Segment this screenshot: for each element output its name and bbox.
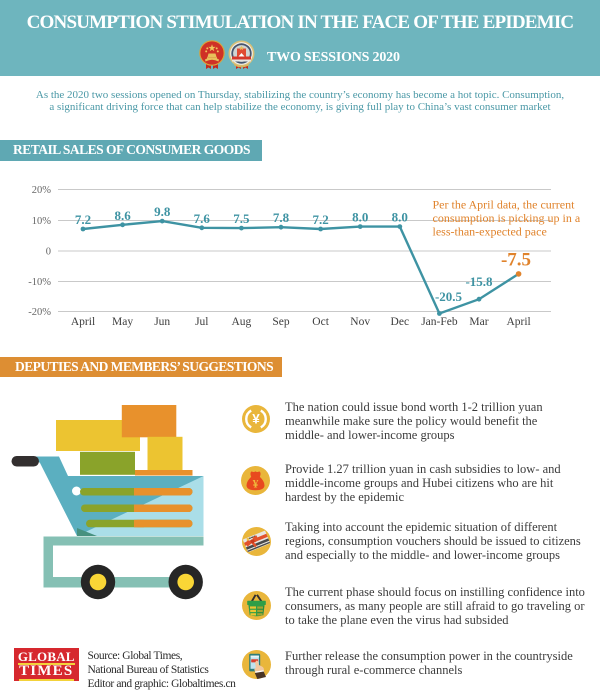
svg-text:20%: 20% [32, 185, 52, 196]
svg-text:-20%: -20% [28, 307, 51, 318]
svg-text:Sep: Sep [272, 316, 290, 328]
svg-text:Jul: Jul [195, 316, 208, 328]
svg-text:Dec: Dec [391, 316, 410, 328]
svg-text:0: 0 [46, 247, 51, 258]
svg-text:April: April [506, 316, 530, 328]
svg-text:-20.5: -20.5 [435, 289, 463, 304]
svg-text:¥: ¥ [253, 479, 259, 491]
svg-text:7.2: 7.2 [75, 212, 91, 227]
svg-text:Mar: Mar [469, 316, 488, 328]
svg-text:Oct: Oct [312, 316, 329, 328]
svg-text:8.0: 8.0 [352, 210, 368, 225]
svg-text:April: April [71, 316, 95, 328]
svg-text:consumption is picking up in a: consumption is picking up in a [433, 211, 581, 225]
svg-text:Nov: Nov [350, 316, 370, 328]
svg-text:¥: ¥ [252, 412, 260, 427]
svg-text:Jun: Jun [154, 316, 170, 328]
svg-text:10%: 10% [32, 216, 52, 227]
svg-text:8.0: 8.0 [392, 210, 408, 225]
svg-text:-10%: -10% [28, 277, 51, 288]
svg-text:7.5: 7.5 [233, 211, 250, 226]
svg-text:Jan-Feb: Jan-Feb [421, 316, 458, 328]
svg-text:Per the April data, the curren: Per the April data, the current [433, 198, 576, 212]
svg-text:7.8: 7.8 [273, 210, 290, 225]
svg-text:less-than-expected pace: less-than-expected pace [433, 225, 547, 239]
svg-text:-7.5: -7.5 [501, 250, 531, 271]
svg-text:8.6: 8.6 [114, 208, 131, 223]
svg-text:Aug: Aug [231, 316, 251, 328]
svg-text:9.8: 9.8 [154, 204, 171, 219]
svg-text:7.6: 7.6 [194, 211, 211, 226]
svg-text:May: May [112, 316, 133, 328]
svg-text:-15.8: -15.8 [465, 274, 493, 289]
svg-text:7.2: 7.2 [312, 212, 328, 227]
